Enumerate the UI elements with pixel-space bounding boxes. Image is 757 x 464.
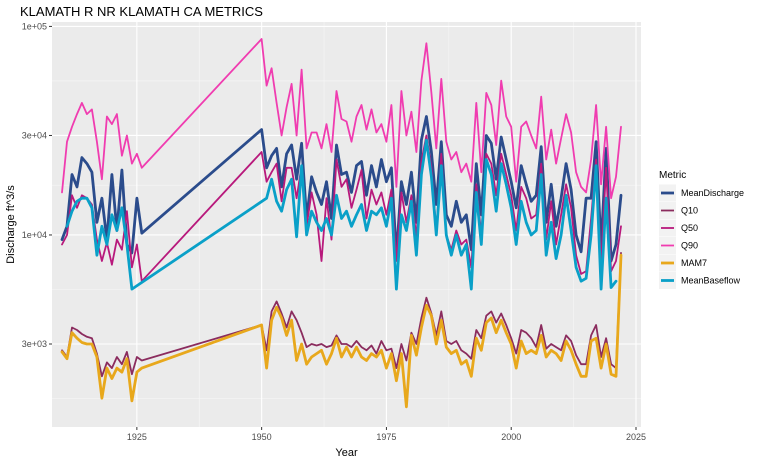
x-tick-label: 1950 — [252, 432, 272, 442]
x-tick-label: 1925 — [127, 432, 147, 442]
x-axis-title: Year — [335, 447, 358, 459]
legend-label-meandischarge: MeanDischarge — [681, 188, 744, 198]
series-line-mam7 — [60, 253, 623, 409]
series-line-q50 — [61, 134, 622, 283]
legend-label-q50: Q50 — [681, 223, 698, 233]
y-tick-label: 3e+03 — [22, 339, 47, 349]
series-line-q90 — [61, 38, 622, 200]
y-tick-label: 1e+04 — [22, 230, 47, 240]
y-tick-label: 3e+04 — [22, 130, 47, 140]
x-axis: 1925 1950 1975 2000 2025 — [127, 427, 646, 442]
legend-title: Metric — [659, 170, 686, 181]
x-tick-label: 2025 — [626, 432, 646, 442]
x-tick-label: 2000 — [501, 432, 521, 442]
y-tick-label: 1e+05 — [22, 21, 47, 31]
y-axis-title: Discharge ft^3/s — [5, 185, 17, 264]
x-tick-label: 1975 — [376, 432, 396, 442]
series-line-meanbaseflow — [65, 138, 618, 291]
legend-label-mam7: MAM7 — [681, 258, 707, 268]
series-layer — [60, 38, 623, 409]
legend: Metric MeanDischarge Q10 Q50 Q90 MAM7 MeanBas… — [659, 170, 744, 289]
legend-label-q10: Q10 — [681, 206, 698, 216]
legend-label-q90: Q90 — [681, 241, 698, 251]
series-line-q10 — [61, 251, 622, 378]
chart-title: KLAMATH R NR KLAMATH CA METRICS — [20, 4, 263, 19]
y-axis: 3e+03 1e+04 3e+04 1e+05 — [22, 21, 52, 349]
legend-label-meanbaseflow: MeanBaseflow — [681, 276, 741, 286]
